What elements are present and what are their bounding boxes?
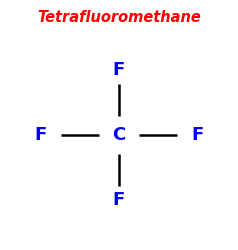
Text: F: F	[191, 126, 204, 144]
Text: Tetrafluoromethane: Tetrafluoromethane	[37, 10, 201, 25]
Text: F: F	[113, 191, 125, 209]
Text: C: C	[112, 126, 126, 144]
Text: F: F	[34, 126, 47, 144]
Text: F: F	[113, 61, 125, 79]
